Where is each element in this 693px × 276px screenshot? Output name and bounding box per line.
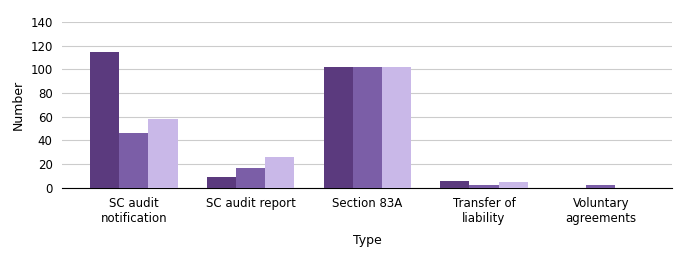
Bar bbox=[207, 177, 236, 188]
Bar bbox=[440, 181, 469, 188]
Bar bbox=[324, 67, 353, 188]
Bar bbox=[148, 119, 177, 188]
Y-axis label: Number: Number bbox=[12, 80, 25, 130]
Bar bbox=[236, 168, 265, 188]
Bar bbox=[586, 185, 615, 188]
Bar bbox=[353, 67, 382, 188]
Bar bbox=[265, 157, 295, 188]
Bar bbox=[90, 52, 119, 188]
Bar bbox=[119, 133, 148, 188]
Bar bbox=[382, 67, 411, 188]
Bar bbox=[498, 182, 528, 188]
Bar bbox=[469, 185, 498, 188]
X-axis label: Type: Type bbox=[353, 234, 382, 247]
